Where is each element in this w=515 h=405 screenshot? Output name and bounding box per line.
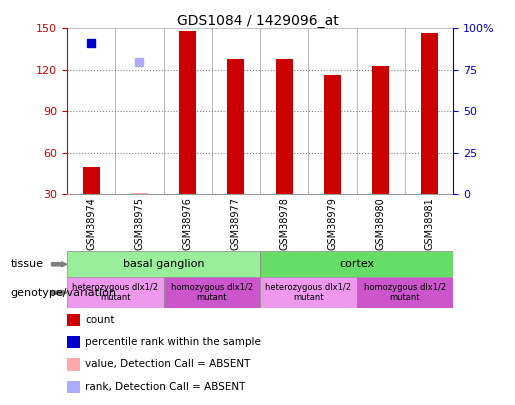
Text: rank, Detection Call = ABSENT: rank, Detection Call = ABSENT [85, 382, 245, 392]
FancyBboxPatch shape [163, 277, 260, 308]
Text: tissue: tissue [10, 259, 43, 269]
Bar [115, 28, 163, 194]
Bar [131, 193, 148, 194]
Bar [372, 66, 389, 194]
Text: heterozygous dlx1/2
mutant: heterozygous dlx1/2 mutant [72, 283, 158, 302]
FancyBboxPatch shape [67, 251, 260, 277]
Text: GDS1084 / 1429096_at: GDS1084 / 1429096_at [177, 14, 338, 28]
Bar [405, 28, 453, 194]
Bar [260, 28, 308, 194]
Text: percentile rank within the sample: percentile rank within the sample [85, 337, 261, 347]
Text: heterozygous dlx1/2
mutant: heterozygous dlx1/2 mutant [265, 283, 351, 302]
FancyBboxPatch shape [260, 251, 453, 277]
Text: basal ganglion: basal ganglion [123, 259, 204, 269]
Bar [179, 31, 196, 194]
Bar [308, 28, 356, 194]
Bar [356, 28, 405, 194]
FancyBboxPatch shape [260, 277, 356, 308]
Bar [421, 32, 438, 194]
FancyBboxPatch shape [356, 277, 453, 308]
Bar [67, 28, 115, 194]
Text: homozygous dlx1/2
mutant: homozygous dlx1/2 mutant [171, 283, 253, 302]
Text: homozygous dlx1/2
mutant: homozygous dlx1/2 mutant [364, 283, 446, 302]
FancyBboxPatch shape [67, 277, 163, 308]
Bar [276, 59, 293, 194]
Bar [163, 28, 212, 194]
Text: count: count [85, 315, 114, 325]
Text: genotype/variation: genotype/variation [10, 288, 116, 298]
Bar [228, 59, 245, 194]
Bar [82, 167, 99, 194]
Bar [324, 75, 341, 194]
Text: cortex: cortex [339, 259, 374, 269]
Bar [212, 28, 260, 194]
Text: value, Detection Call = ABSENT: value, Detection Call = ABSENT [85, 360, 250, 369]
